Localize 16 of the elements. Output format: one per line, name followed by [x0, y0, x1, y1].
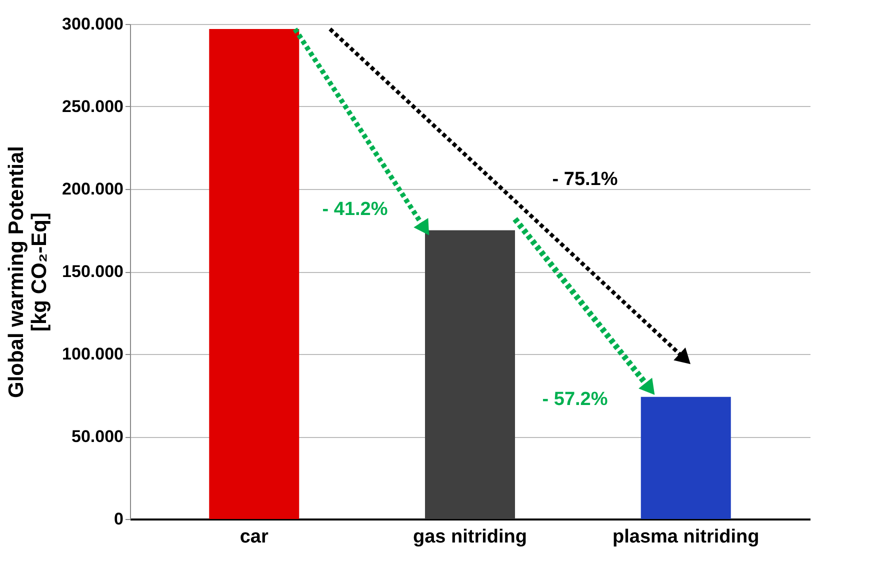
- y-axis-title: Global warming Potential [kg CO₂-Eq]: [5, 146, 52, 398]
- annotation: - 41.2%: [322, 199, 388, 220]
- x-tick-label: plasma nitriding: [612, 526, 760, 548]
- x-tick-label: gas nitriding: [413, 526, 527, 548]
- y-tick-label: 250.000: [62, 97, 124, 116]
- y-tick-label: 100.000: [62, 344, 124, 364]
- y-tick-label: 50.000: [72, 427, 124, 446]
- y-tick-label: 300.000: [62, 14, 124, 34]
- bar: [640, 396, 731, 519]
- annotation: - 75.1%: [552, 169, 618, 190]
- y-tick-label: 150.000: [62, 262, 124, 281]
- bar: [209, 28, 300, 519]
- annotation: - 57.2%: [542, 389, 608, 410]
- x-tick-label: car: [240, 526, 269, 548]
- y-tick-label: 200.000: [62, 180, 124, 198]
- y-tick-label: 0: [114, 510, 124, 528]
